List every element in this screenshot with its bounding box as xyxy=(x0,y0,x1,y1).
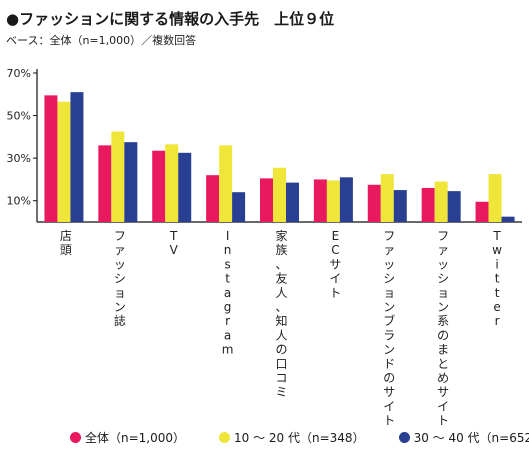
bar-30-40 xyxy=(286,182,299,222)
legend-swatch-30-40 xyxy=(398,431,410,443)
bar-30-40 xyxy=(447,191,461,222)
bar-10-20 xyxy=(488,174,502,222)
bar-all xyxy=(44,95,58,222)
bar-all xyxy=(152,150,166,222)
bar-all xyxy=(260,178,273,222)
y-tick-label: 30% xyxy=(7,152,31,165)
bar-30-40 xyxy=(232,192,246,222)
y-tick-label: 70% xyxy=(7,67,31,80)
legend-label-all: 全体（n=1,000） xyxy=(85,430,186,445)
bar-all xyxy=(475,201,489,222)
bar-10-20 xyxy=(219,145,233,222)
bar-30-40 xyxy=(501,216,515,222)
legend: 全体（n=1,000） 10 〜 20 代（n=348） 30 〜 40 代（n… xyxy=(70,428,529,446)
bar-all xyxy=(98,145,112,222)
legend-label-10-20: 10 〜 20 代（n=348） xyxy=(234,430,365,445)
x-category-label: E C サイト xyxy=(329,229,341,300)
legend-item-all: 全体（n=1,000） xyxy=(70,429,185,446)
chart-title: ●ファッションに関する情報の入手先 上位９位 xyxy=(6,10,335,28)
bar-10-20 xyxy=(326,180,340,222)
x-category-label: ファッション系のまとめサイト xyxy=(437,229,449,428)
bar-30-40 xyxy=(70,92,84,223)
bar-30-40 xyxy=(393,190,407,222)
legend-swatch-10-20 xyxy=(219,431,231,443)
y-tick-label: 50% xyxy=(7,110,31,123)
bar-all xyxy=(206,175,220,222)
bar-10-20 xyxy=(273,167,286,222)
bar-10-20 xyxy=(57,101,71,222)
y-tick-label: 10% xyxy=(7,195,31,208)
x-category-label: ファッションブランドのサイト xyxy=(383,229,395,428)
bar-30-40 xyxy=(178,152,192,222)
x-category-label: ファッション誌 xyxy=(114,229,126,328)
legend-item-10-20: 10 〜 20 代（n=348） xyxy=(219,429,365,446)
x-category-label: 店頭 xyxy=(60,229,72,257)
chart-subtitle: ベース：全体（n=1,000）／複数回答 xyxy=(6,34,197,47)
bar-10-20 xyxy=(165,144,179,222)
x-category-label: 家族、友人、知人の口コミ xyxy=(275,228,287,399)
legend-item-30-40: 30 〜 40 代（n=652） xyxy=(398,429,529,446)
bar-30-40 xyxy=(339,177,353,222)
bar-30-40 xyxy=(124,142,138,222)
bar-10-20 xyxy=(434,181,448,222)
legend-label-30-40: 30 〜 40 代（n=652） xyxy=(413,430,529,445)
bar-10-20 xyxy=(111,131,125,222)
bar-all xyxy=(367,184,381,222)
bar-all xyxy=(313,179,327,222)
bar-10-20 xyxy=(380,174,394,222)
bar-all xyxy=(421,187,435,222)
legend-swatch-all xyxy=(70,431,81,443)
